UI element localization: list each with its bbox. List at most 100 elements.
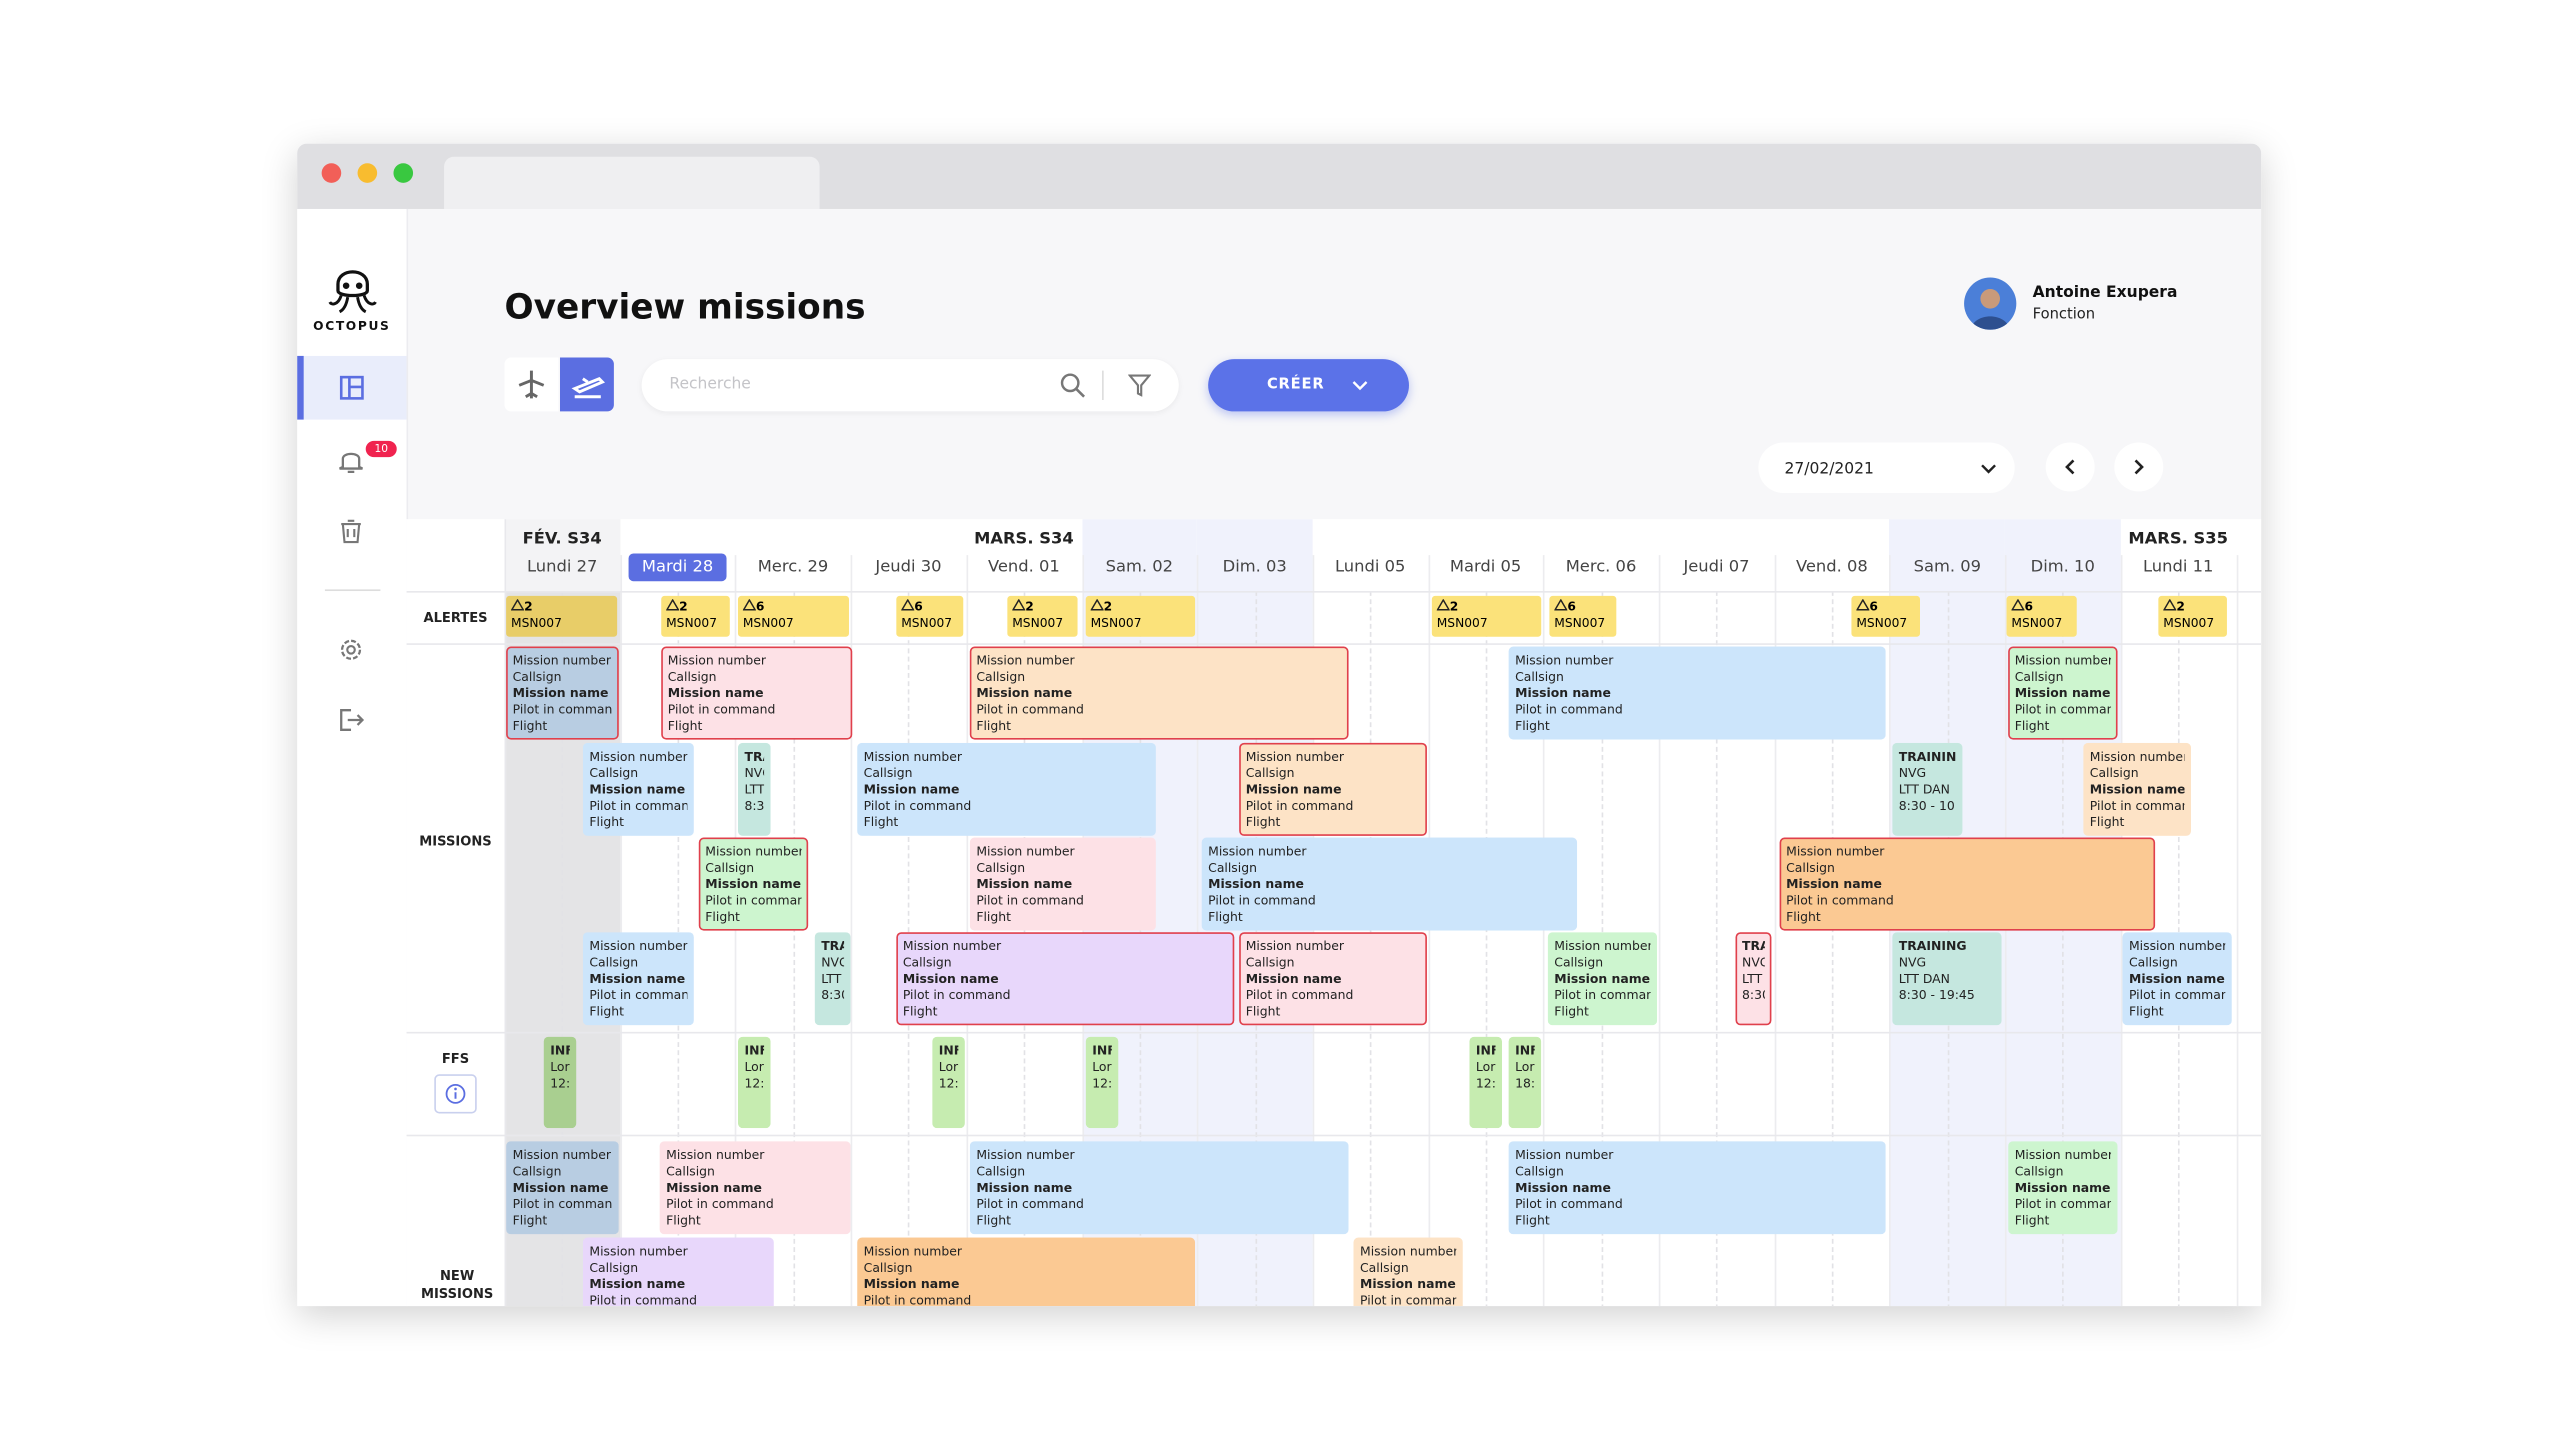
mission-card[interactable]: Mission number Callsign Mission name Pilot … bbox=[2008, 646, 2118, 740]
card-line: Lorem bbox=[1092, 1059, 1112, 1075]
card-line: Pilot in command bbox=[902, 987, 1011, 1003]
search-icon[interactable] bbox=[1060, 372, 1086, 398]
card-line: LTT DAN bbox=[821, 971, 844, 987]
day-label: Jeudi 07 bbox=[1683, 558, 1750, 577]
next-button[interactable] bbox=[2114, 442, 2164, 492]
mission-card[interactable]: Mission number Callsign Mission name Pilot … bbox=[969, 1141, 1349, 1235]
card-line: Flight bbox=[589, 1004, 625, 1019]
mission-card[interactable]: Mission number Callsign Mission name Pilot … bbox=[1353, 1237, 1463, 1307]
alert-count[interactable]: 2 bbox=[2176, 599, 2185, 614]
mission-card[interactable]: Mission number Callsign Mission name Pilot … bbox=[896, 932, 1235, 1026]
mission-card[interactable]: Mission number Callsign Mission name Pilot … bbox=[659, 1141, 851, 1235]
mission-card[interactable]: Mission number Callsign Mission name Pilot … bbox=[506, 646, 619, 740]
mission-card[interactable]: Mission number Callsign Mission name Pilot … bbox=[2122, 932, 2232, 1026]
mission-card[interactable]: TRAINING NVG LTT DAN 8:30 - 19:45 bbox=[1892, 932, 2002, 1026]
alert-count[interactable]: 2 bbox=[1103, 599, 1113, 614]
card-line: Mission name bbox=[1515, 685, 1611, 701]
mission-card[interactable]: Mission number Callsign Mission name Pilot … bbox=[1779, 837, 2156, 931]
alert-count[interactable]: 2 bbox=[524, 599, 533, 614]
card-line: Mission name bbox=[589, 782, 686, 797]
card-line: Callsign bbox=[1245, 955, 1295, 970]
card-line: Mission number bbox=[2014, 653, 2112, 668]
dashboard-icon[interactable] bbox=[339, 375, 364, 400]
logout-icon[interactable] bbox=[338, 707, 366, 733]
nav-active-bar bbox=[297, 355, 304, 420]
alert-code: MSN007 bbox=[1090, 615, 1142, 631]
card-line: Lorem bbox=[550, 1059, 570, 1075]
mission-card[interactable]: Mission number Callsign Mission name Pilot … bbox=[857, 1237, 1196, 1307]
settings-icon[interactable] bbox=[338, 637, 364, 663]
mission-card[interactable]: Mission number Callsign Mission name Pilot … bbox=[698, 837, 809, 931]
plane-toggle[interactable] bbox=[504, 357, 559, 412]
mission-card[interactable]: Mission number Callsign Mission name Pilot … bbox=[969, 837, 1156, 931]
alert-count[interactable]: 2 bbox=[1449, 599, 1459, 614]
alert-count[interactable]: 2 bbox=[679, 599, 688, 614]
minimize-dot[interactable] bbox=[357, 163, 378, 183]
mission-card[interactable]: Mission number Callsign Mission name Pilot … bbox=[1547, 932, 1658, 1026]
mission-card[interactable]: INFOLorem18:30 bbox=[1508, 1036, 1542, 1129]
mission-card[interactable]: INFOLorem12:30 bbox=[543, 1036, 577, 1129]
alert-code: MSN007 bbox=[1856, 615, 1908, 631]
column-line bbox=[1543, 555, 1545, 1307]
card-line: Mission name bbox=[976, 876, 1073, 892]
mission-card[interactable]: Mission number Callsign Mission name Pilot … bbox=[1201, 837, 1578, 931]
browser-tab[interactable] bbox=[444, 156, 820, 209]
mission-card[interactable]: INFOLorem12:30 bbox=[1469, 1036, 1503, 1129]
mission-card[interactable]: Mission number Callsign Mission name Pilot … bbox=[2008, 1141, 2118, 1235]
ffs-info-button[interactable] bbox=[434, 1074, 477, 1114]
card-line: Flight bbox=[1208, 909, 1243, 925]
card-line: INFO bbox=[1515, 1043, 1535, 1058]
mission-card[interactable]: Mission number Callsign Mission name Pilot … bbox=[857, 742, 1156, 836]
mission-card[interactable]: Mission number Callsign Mission name Pilot … bbox=[506, 1141, 619, 1235]
bell-icon[interactable] bbox=[338, 446, 364, 475]
card-line: Flight bbox=[667, 718, 703, 734]
search-field[interactable]: Recherche bbox=[641, 359, 1179, 412]
card-line: Flight bbox=[976, 718, 1011, 734]
mission-card[interactable]: Mission number Callsign Mission name Pilot … bbox=[582, 1237, 774, 1307]
alert-chip: 2 MSN007 bbox=[1007, 595, 1078, 637]
user-avatar[interactable] bbox=[1964, 277, 2017, 330]
card-line: Lorem bbox=[1515, 1059, 1535, 1075]
card-line: INFO bbox=[1475, 1043, 1496, 1058]
filter-icon[interactable] bbox=[1128, 374, 1152, 397]
alert-count[interactable]: 6 bbox=[755, 599, 765, 614]
takeoff-toggle[interactable] bbox=[560, 357, 614, 412]
trash-icon[interactable] bbox=[340, 518, 363, 544]
alert-count[interactable]: 2 bbox=[1025, 599, 1034, 614]
card-line: Pilot in command bbox=[666, 1196, 774, 1212]
prev-button[interactable] bbox=[2045, 442, 2095, 492]
close-dot[interactable] bbox=[321, 163, 342, 183]
mission-card[interactable]: Mission number Callsign Mission name Pilot … bbox=[582, 932, 694, 1026]
mission-card[interactable]: Mission number Callsign Mission name Pilot … bbox=[661, 646, 853, 740]
mission-card[interactable]: Mission number Callsign Mission name Pilot … bbox=[2083, 742, 2192, 836]
mission-card[interactable]: INFOLorem12:30 bbox=[932, 1036, 965, 1129]
mission-card[interactable]: Mission number Callsign Mission name Pilot … bbox=[1508, 1141, 1886, 1235]
warning-icon bbox=[2010, 598, 2025, 611]
mission-card[interactable]: Mission number Callsign Mission name Pilot … bbox=[582, 742, 694, 836]
card-line: Mission name bbox=[667, 685, 764, 701]
alert-count[interactable]: 6 bbox=[2024, 599, 2034, 614]
mission-card[interactable]: Mission number Callsign Mission name Pilot … bbox=[969, 646, 1349, 740]
alert-count-line: 6 bbox=[742, 598, 844, 615]
date-select[interactable]: 27/02/2021 bbox=[1758, 442, 2015, 494]
create-chevron bbox=[1352, 381, 1368, 391]
mission-card[interactable]: Mission number Callsign Mission name Pilot … bbox=[1239, 932, 1427, 1026]
row-label-alerts: ALERTES bbox=[423, 610, 488, 626]
mission-card[interactable]: INFOLorem12:30 bbox=[1085, 1036, 1119, 1129]
create-button[interactable]: CRÉER bbox=[1208, 359, 1409, 412]
mission-card[interactable]: Mission number Callsign Mission name Pilot … bbox=[1508, 646, 1886, 740]
card-line: Pilot in command bbox=[976, 702, 1084, 717]
alert-count[interactable]: 6 bbox=[1869, 599, 1878, 614]
create-button-label: CRÉER bbox=[1266, 377, 1325, 394]
maximize-dot[interactable] bbox=[393, 163, 414, 183]
card-line: Mission number bbox=[1245, 749, 1345, 765]
card-line: Flight bbox=[976, 1213, 1011, 1228]
alert-count[interactable]: 6 bbox=[1567, 599, 1576, 614]
mission-card[interactable]: INFOLorem12:30 bbox=[737, 1036, 771, 1129]
alert-count[interactable]: 6 bbox=[914, 599, 923, 614]
mission-card[interactable]: Mission number Callsign Mission name Pilot … bbox=[1239, 742, 1427, 836]
